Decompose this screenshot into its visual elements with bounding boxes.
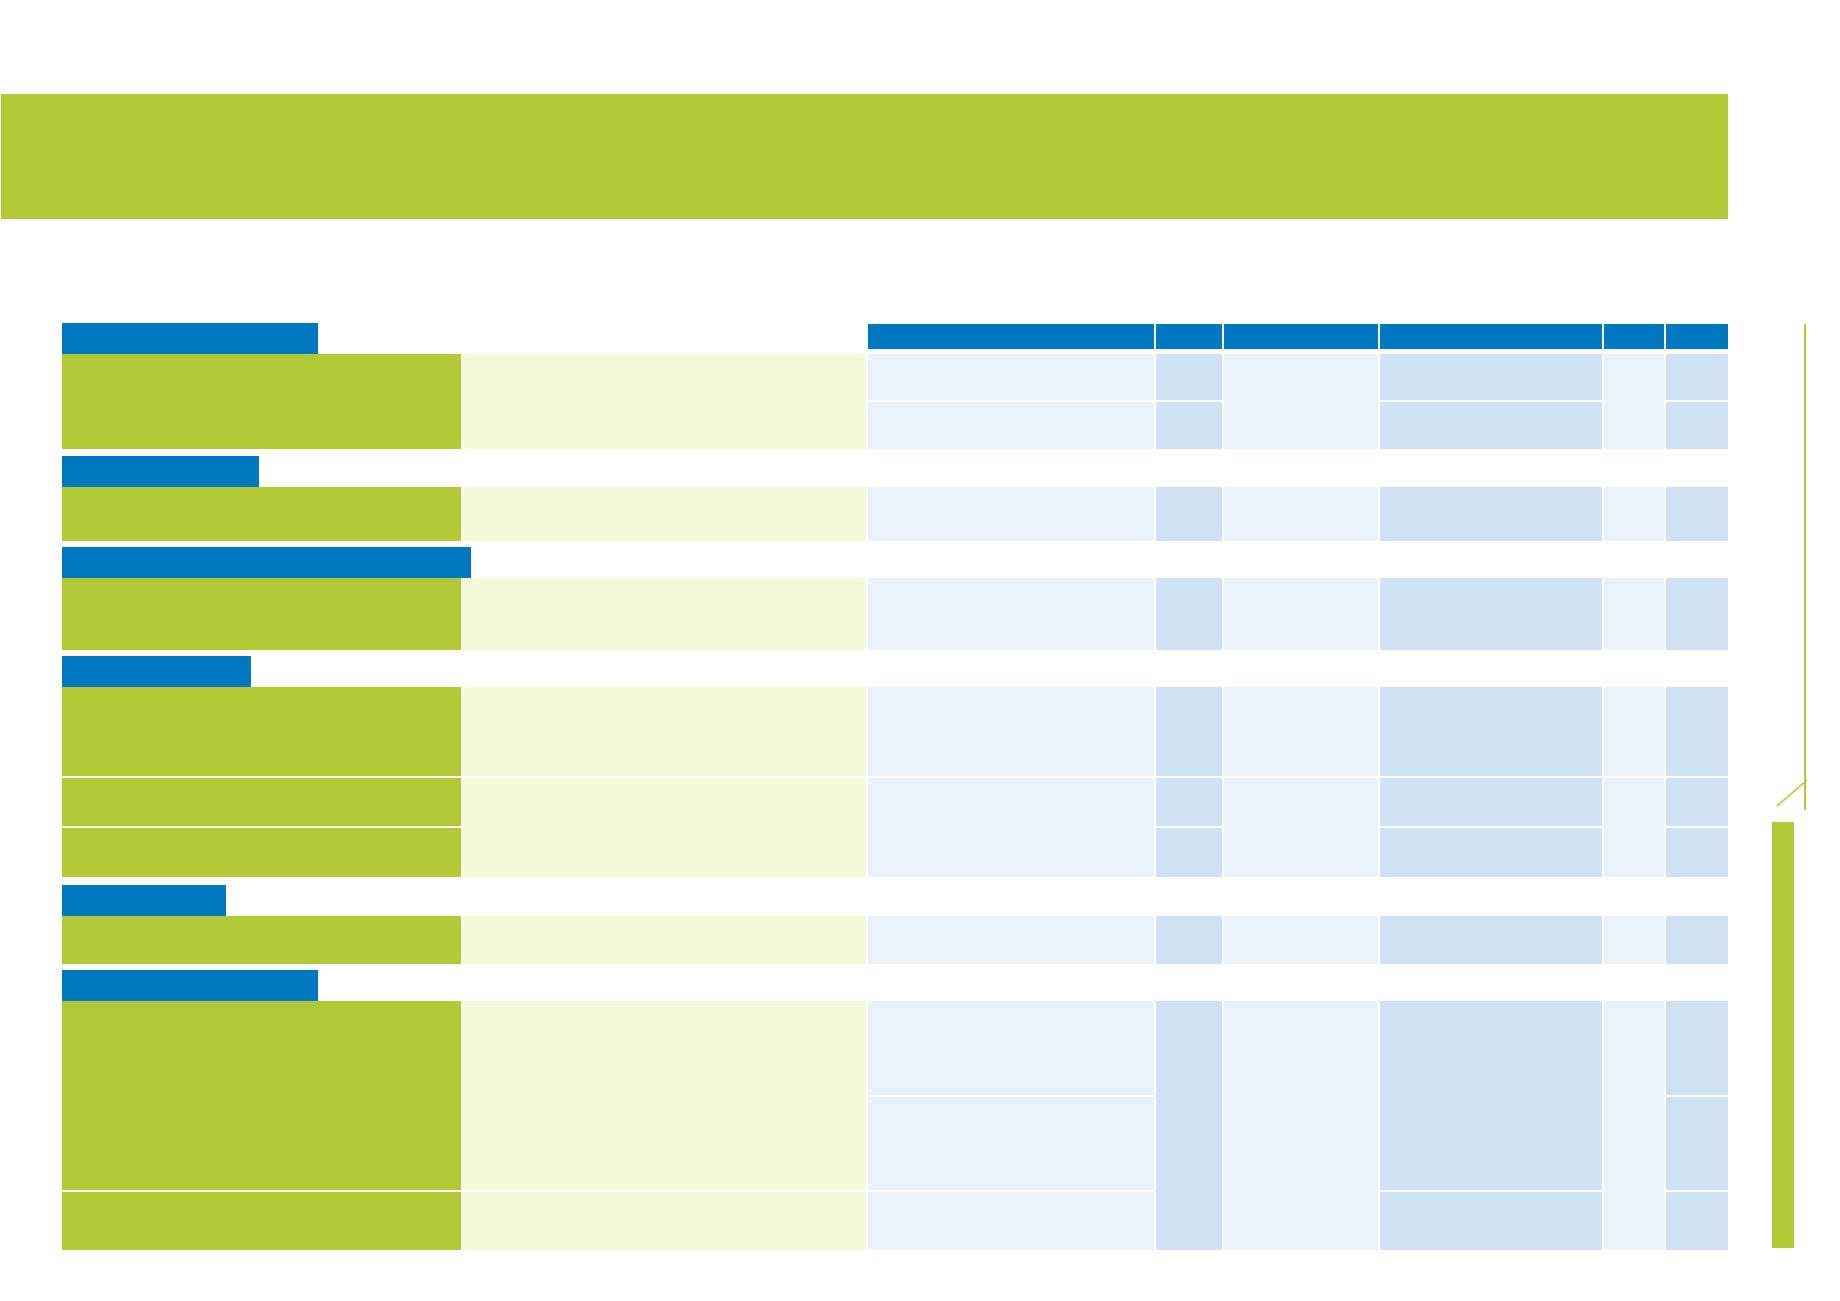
section-2-cell xyxy=(1156,487,1222,541)
section-6-merged-cell xyxy=(1156,1001,1222,1250)
section-1-desc-cell xyxy=(463,354,866,449)
section-4-cell xyxy=(1666,687,1728,776)
column-header-4 xyxy=(1380,324,1602,349)
section-6-cell xyxy=(1666,1097,1728,1190)
section-1-row-1-cell xyxy=(868,354,1154,400)
section-1-row-2-cell xyxy=(1156,402,1222,449)
section-6-desc-cell xyxy=(463,1001,866,1190)
side-accent-bar xyxy=(1772,822,1794,1248)
section-5-cell xyxy=(1224,916,1378,964)
section-2-label-cell xyxy=(62,487,461,541)
section-6-desc-cell xyxy=(463,1192,866,1250)
section-1-row-2-cell xyxy=(1666,402,1728,449)
section-4-merged-cell xyxy=(1224,778,1378,877)
section-4-cell xyxy=(1380,778,1602,826)
section-6-label-cell xyxy=(62,1001,461,1190)
section-1-row-2-cell xyxy=(1380,402,1602,449)
section-2-cell xyxy=(1380,487,1602,541)
section-3-label-cell xyxy=(62,578,461,650)
section-4-cell xyxy=(1380,687,1602,776)
section-2-cell xyxy=(1666,487,1728,541)
section-4-cell xyxy=(1156,778,1222,826)
section-3-cell xyxy=(1224,578,1378,650)
section-4-merged-cell xyxy=(1604,778,1664,877)
section-1-merged-cell xyxy=(1604,354,1664,449)
section-1-merged-cell xyxy=(1224,354,1378,449)
section-1-row-1-cell xyxy=(1380,354,1602,400)
section-6-cell xyxy=(1380,1192,1602,1250)
section-4-label-cell xyxy=(62,828,461,877)
section-4-cell xyxy=(1380,828,1602,877)
section-5-desc-cell xyxy=(463,916,866,964)
section-4-desc-cell xyxy=(463,778,866,877)
section-3-cell xyxy=(1666,578,1728,650)
section-2-desc-cell xyxy=(463,487,866,541)
section-3-cell xyxy=(1604,578,1664,650)
section-4-cell xyxy=(1666,828,1728,877)
section-5-cell xyxy=(1604,916,1664,964)
section-4-cell xyxy=(1604,687,1664,776)
column-header-5 xyxy=(1604,324,1664,349)
section-3-cell xyxy=(868,578,1154,650)
section-4-cell xyxy=(1224,687,1378,776)
section-heading-1 xyxy=(62,323,318,354)
section-6-merged-cell xyxy=(1224,1001,1378,1250)
side-frame-line xyxy=(1786,324,1806,810)
section-5-cell xyxy=(1666,916,1728,964)
section-3-cell xyxy=(1380,578,1602,650)
section-heading-4 xyxy=(62,656,251,687)
section-2-cell xyxy=(1224,487,1378,541)
section-5-cell xyxy=(868,916,1154,964)
section-6-cell xyxy=(1666,1192,1728,1250)
section-4-cell xyxy=(868,687,1154,776)
section-3-cell xyxy=(1156,578,1222,650)
section-heading-2 xyxy=(62,456,259,487)
section-1-row-1-cell xyxy=(1156,354,1222,400)
section-6-cell xyxy=(1666,1001,1728,1095)
section-heading-5 xyxy=(62,885,226,916)
section-4-cell xyxy=(1156,828,1222,877)
section-4-label-cell xyxy=(62,778,461,826)
section-3-desc-cell xyxy=(463,578,866,650)
column-header-2 xyxy=(1156,324,1222,349)
section-4-cell xyxy=(1666,778,1728,826)
section-4-label-cell xyxy=(62,687,461,776)
banner xyxy=(1,94,1728,219)
section-2-cell xyxy=(1604,487,1664,541)
section-5-label-cell xyxy=(62,916,461,964)
side-frame-corner xyxy=(1776,779,1808,807)
section-heading-3 xyxy=(62,547,471,578)
section-6-cell xyxy=(868,1192,1154,1250)
section-5-cell xyxy=(1156,916,1222,964)
section-4-cell xyxy=(1156,687,1222,776)
section-4-desc-cell xyxy=(463,687,866,776)
section-6-label-cell xyxy=(62,1192,461,1250)
section-6-cell xyxy=(868,1097,1154,1190)
column-header-6 xyxy=(1666,324,1728,349)
section-2-cell xyxy=(868,487,1154,541)
section-5-cell xyxy=(1380,916,1602,964)
column-header-1 xyxy=(868,324,1154,349)
section-6-cell xyxy=(868,1001,1154,1095)
section-1-row-2-cell xyxy=(868,402,1154,449)
section-4-merged-cell xyxy=(868,778,1154,877)
section-6-cell xyxy=(1380,1001,1602,1190)
column-header-3 xyxy=(1224,324,1378,349)
section-6-merged-cell xyxy=(1604,1001,1664,1250)
section-1-row-1-cell xyxy=(1666,354,1728,400)
section-heading-6 xyxy=(62,970,318,1001)
section-1-label-cell xyxy=(62,354,461,449)
